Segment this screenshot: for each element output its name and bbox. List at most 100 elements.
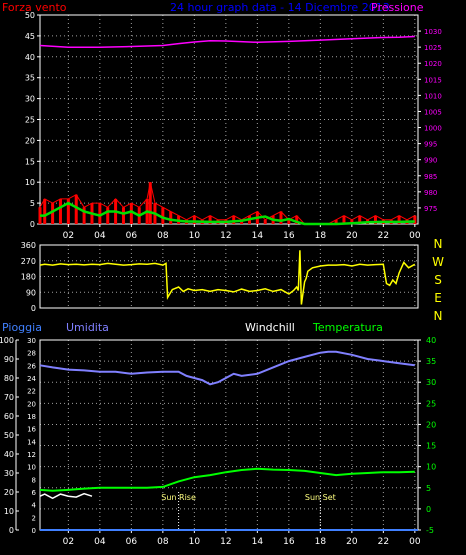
- compass-label: N: [434, 309, 443, 323]
- x-tick-label: 22: [378, 231, 389, 241]
- windchill-line: [39, 492, 93, 500]
- temperature-legend: Temperatura: [312, 321, 383, 334]
- humidity-tick-label: 16: [27, 426, 36, 434]
- x-tick-label: 08: [157, 537, 169, 547]
- x-tick-label: 00: [409, 231, 421, 241]
- humidity-tick-label: 0: [32, 527, 36, 535]
- humidity-tick-label: 4: [32, 502, 37, 510]
- temp-tick-label: 20: [426, 420, 436, 429]
- x-tick-label: 02: [63, 231, 74, 241]
- humidity-tick-label: 10: [27, 464, 36, 472]
- humidity-line: [39, 350, 415, 386]
- wind-tick-label: 30: [25, 95, 35, 104]
- temp-tick-label: 30: [426, 378, 436, 387]
- wind-direction-line: [39, 250, 416, 305]
- temp-tick-label: 35: [426, 357, 436, 366]
- rain-tick-label: 80: [4, 374, 14, 383]
- humidity-tick-label: 30: [27, 337, 36, 345]
- rain-tick-label: 40: [4, 450, 14, 459]
- humidity-tick-label: 18: [27, 413, 36, 421]
- x-tick-label: 02: [63, 537, 74, 547]
- direction-tick-label: 270: [21, 257, 36, 266]
- rain-tick-label: 70: [4, 393, 14, 402]
- x-tick-label: 14: [252, 537, 264, 547]
- temperature-line: [39, 467, 415, 492]
- direction-tick-label: 0: [31, 304, 36, 313]
- temp-tick-label: 10: [426, 463, 436, 472]
- wind-line: [39, 182, 416, 225]
- pressure-tick-label: 985: [424, 173, 437, 181]
- x-tick-label: 04: [94, 231, 106, 241]
- humidity-tick-label: 2: [32, 514, 36, 522]
- direction-tick-label: 360: [21, 241, 36, 250]
- rain-tick-label: 10: [4, 507, 14, 516]
- compass-label: N: [434, 237, 443, 251]
- rain-tick-label: 90: [4, 355, 14, 364]
- compass-label: W: [432, 255, 444, 269]
- humidity-tick-label: 28: [27, 350, 36, 358]
- pressure-tick-label: 1000: [424, 125, 442, 133]
- rain-tick-label: 100: [0, 336, 14, 345]
- humidity-tick-label: 26: [27, 362, 36, 370]
- x-tick-label: 14: [252, 231, 264, 241]
- compass-label: S: [434, 273, 442, 287]
- x-tick-label: 10: [189, 537, 201, 547]
- rain-tick-label: 50: [4, 431, 14, 440]
- temp-tick-label: 15: [426, 442, 436, 451]
- humidity-legend: Umidita: [66, 321, 109, 334]
- pressure-tick-label: 1030: [424, 28, 442, 36]
- pressure-tick-label: 1005: [424, 108, 442, 116]
- pressure-tick-label: 975: [424, 205, 437, 213]
- pressure-tick-label: 1025: [424, 44, 442, 52]
- direction-tick-label: 180: [21, 273, 36, 282]
- temp-tick-label: 5: [426, 484, 431, 493]
- wind-tick-label: 20: [25, 136, 35, 145]
- pressure-tick-label: 980: [424, 189, 437, 197]
- wind-tick-label: 40: [25, 53, 35, 62]
- temp-tick-label: -5: [426, 526, 434, 535]
- temp-tick-label: 0: [426, 505, 431, 514]
- sun-marker-label: Sun Set: [305, 493, 336, 502]
- pressure-tick-label: 990: [424, 157, 437, 165]
- wind-tick-label: 15: [25, 157, 35, 166]
- pressure-tick-label: 1015: [424, 76, 442, 84]
- wind-average-line: [40, 201, 415, 226]
- wind-tick-label: 0: [30, 220, 35, 229]
- x-tick-label: 18: [315, 231, 327, 241]
- x-tick-label: 20: [346, 231, 358, 241]
- pressure-axis-label: Pressione: [371, 1, 424, 14]
- wind-tick-label: 5: [30, 199, 35, 208]
- pressure-tick-label: 1020: [424, 60, 442, 68]
- rain-tick-label: 0: [9, 526, 14, 535]
- direction-tick-label: 90: [26, 288, 36, 297]
- pressure-tick-label: 995: [424, 141, 437, 149]
- humidity-tick-label: 14: [27, 438, 36, 446]
- pressure-line: [39, 35, 415, 48]
- humidity-tick-label: 20: [27, 400, 36, 408]
- wind-tick-label: 10: [25, 178, 35, 187]
- x-tick-label: 10: [189, 231, 201, 241]
- direction-plot-frame: [39, 244, 419, 309]
- humidity-tick-label: 22: [27, 388, 36, 396]
- x-tick-label: 00: [409, 537, 421, 547]
- x-tick-label: 20: [346, 537, 358, 547]
- humidity-tick-label: 8: [32, 476, 36, 484]
- chart-title: 24 hour graph data - 14 Dicembre 2013: [170, 1, 390, 14]
- wind-tick-label: 50: [25, 11, 35, 20]
- x-tick-label: 08: [157, 231, 169, 241]
- x-tick-label: 22: [378, 537, 389, 547]
- x-tick-label: 04: [94, 537, 106, 547]
- compass-label: E: [434, 291, 442, 305]
- temp-tick-label: 25: [426, 399, 436, 408]
- rain-tick-label: 20: [4, 488, 14, 497]
- sun-marker-label: Sun Rise: [161, 493, 196, 502]
- humidity-tick-label: 12: [27, 451, 36, 459]
- x-tick-label: 06: [126, 231, 138, 241]
- x-tick-label: 16: [283, 537, 295, 547]
- windchill-legend: Windchill: [245, 321, 295, 334]
- humidity-tick-label: 24: [27, 375, 36, 383]
- x-tick-label: 16: [283, 231, 295, 241]
- bottom-plot-frame: [39, 339, 419, 531]
- wind-tick-label: 35: [25, 74, 35, 83]
